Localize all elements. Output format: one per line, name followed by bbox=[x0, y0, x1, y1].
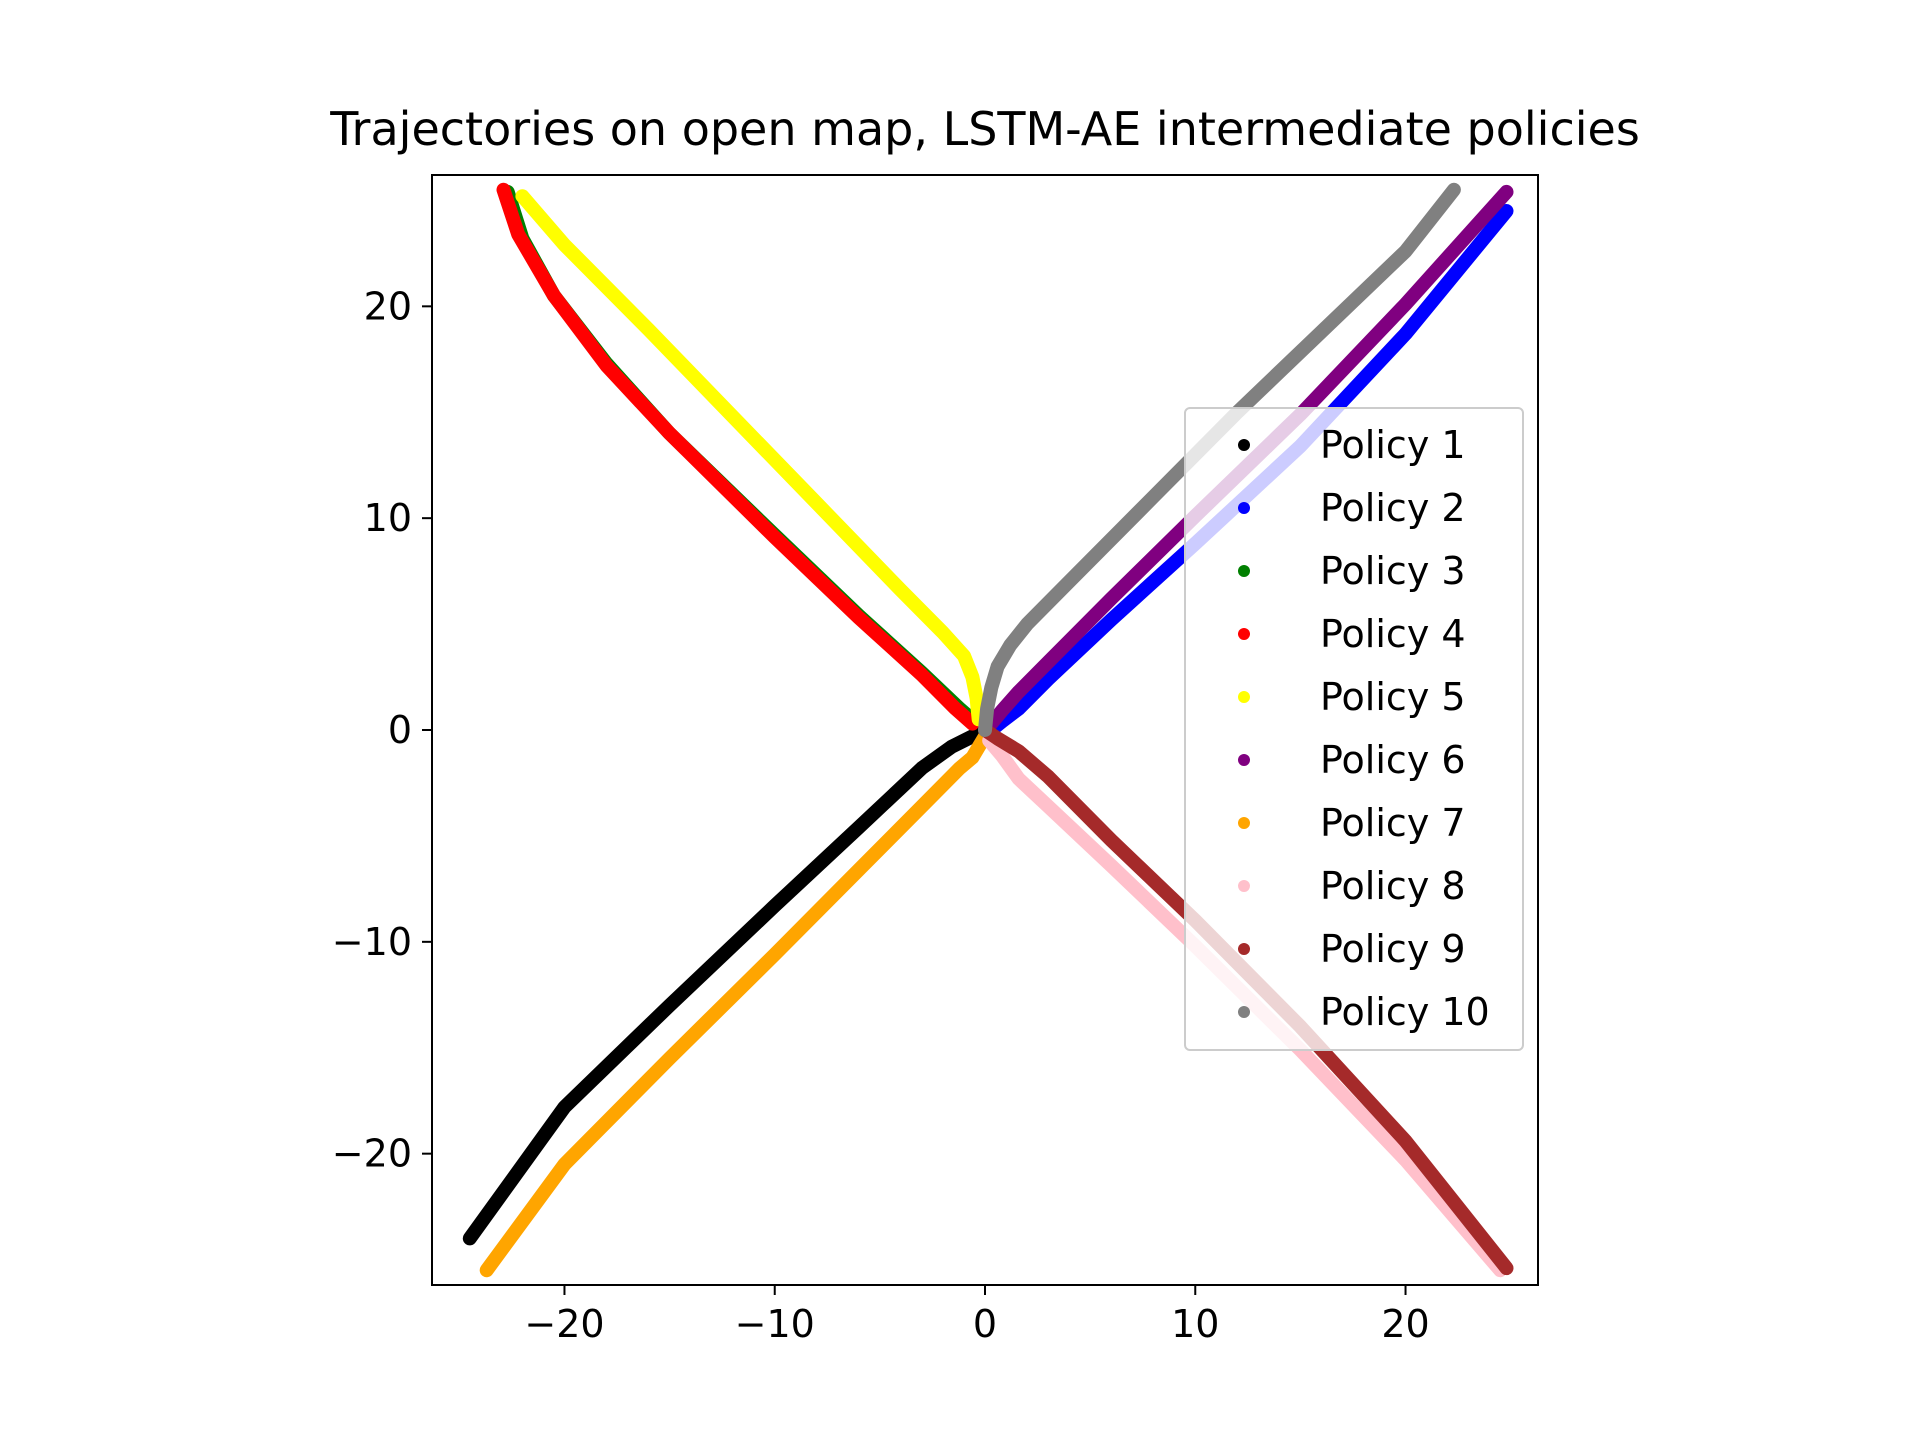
legend-label-policy-10: Policy 10 bbox=[1320, 990, 1490, 1034]
trajectory-policy-6 bbox=[984, 184, 1514, 731]
legend-label-policy-5: Policy 5 bbox=[1320, 675, 1466, 719]
y-tick-label: 10 bbox=[364, 496, 412, 540]
trajectory-policy-1 bbox=[462, 723, 992, 1246]
x-tick-label: 0 bbox=[973, 1302, 997, 1346]
y-tick-label: 0 bbox=[388, 708, 412, 752]
legend-box bbox=[1184, 407, 1524, 1051]
legend: Policy 1 Policy 2 Policy 3 Policy 4 Policy 5… bbox=[1184, 407, 1524, 1051]
chart-title: Trajectories on open map, LSTM-AE interm… bbox=[329, 102, 1640, 156]
legend-marker-policy-10 bbox=[1238, 1006, 1250, 1018]
series-layer bbox=[462, 182, 1514, 1278]
trajectory-policy-4 bbox=[496, 182, 980, 731]
y-tick-label: 20 bbox=[364, 284, 412, 328]
y-axis: −20 −10 0 10 20 bbox=[332, 284, 432, 1176]
x-tick-label: 10 bbox=[1171, 1302, 1219, 1346]
trajectory-policy-8 bbox=[982, 733, 1508, 1278]
legend-label-policy-3: Policy 3 bbox=[1320, 549, 1466, 593]
legend-marker-policy-3 bbox=[1238, 565, 1250, 577]
legend-marker-policy-8 bbox=[1238, 880, 1250, 892]
legend-marker-policy-2 bbox=[1238, 502, 1250, 514]
legend-marker-policy-4 bbox=[1238, 628, 1250, 640]
legend-marker-policy-5 bbox=[1238, 691, 1250, 703]
legend-marker-policy-1 bbox=[1238, 439, 1250, 451]
y-tick-label: −20 bbox=[332, 1132, 412, 1176]
legend-label-policy-4: Policy 4 bbox=[1320, 612, 1466, 656]
x-tick-label: −20 bbox=[524, 1302, 604, 1346]
legend-marker-policy-7 bbox=[1238, 817, 1250, 829]
trajectory-policy-2 bbox=[984, 204, 1514, 737]
legend-marker-policy-6 bbox=[1238, 754, 1250, 766]
legend-label-policy-2: Policy 2 bbox=[1320, 486, 1466, 530]
trajectory-policy-7 bbox=[479, 729, 992, 1278]
legend-label-policy-7: Policy 7 bbox=[1320, 801, 1466, 845]
legend-label-policy-8: Policy 8 bbox=[1320, 864, 1466, 908]
legend-label-policy-1: Policy 1 bbox=[1320, 423, 1466, 467]
y-tick-label: −10 bbox=[332, 920, 412, 964]
trajectory-policy-10 bbox=[978, 182, 1461, 737]
x-tick-label: −10 bbox=[735, 1302, 815, 1346]
legend-label-policy-9: Policy 9 bbox=[1320, 927, 1466, 971]
trajectory-policy-9 bbox=[978, 723, 1514, 1276]
x-tick-label: 20 bbox=[1381, 1302, 1429, 1346]
x-axis: −20 −10 0 10 20 bbox=[524, 1285, 1430, 1346]
trajectory-policy-5 bbox=[515, 189, 986, 727]
legend-marker-policy-9 bbox=[1238, 943, 1250, 955]
legend-label-policy-6: Policy 6 bbox=[1320, 738, 1466, 782]
